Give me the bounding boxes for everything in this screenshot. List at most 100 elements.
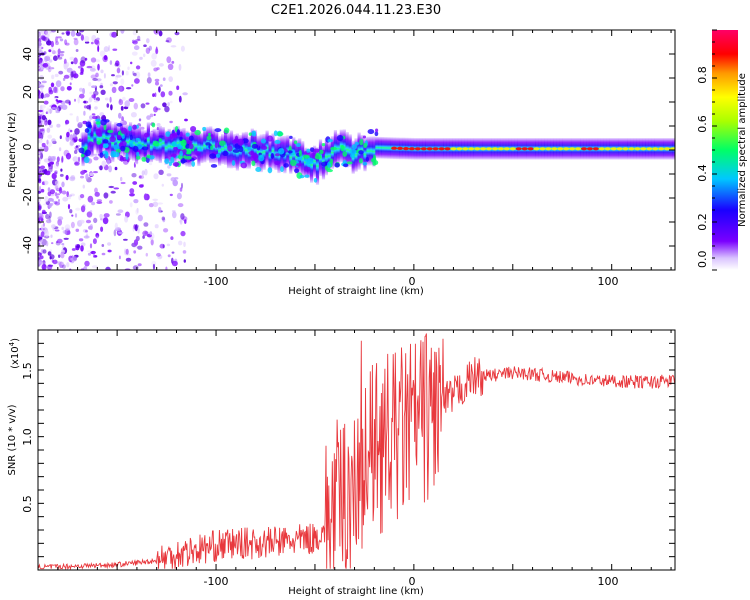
band-blob xyxy=(135,155,141,160)
noise-dot xyxy=(171,251,175,254)
noise-dot xyxy=(132,265,139,270)
noise-dot xyxy=(170,236,174,241)
band-blob xyxy=(176,129,181,136)
noise-dot xyxy=(77,96,80,104)
band-blob xyxy=(346,161,353,165)
band-blob xyxy=(319,149,324,155)
band-blob xyxy=(103,143,109,149)
noise-dot xyxy=(165,40,170,43)
band-blob xyxy=(141,146,149,151)
noise-dot xyxy=(62,77,66,81)
band-core xyxy=(622,147,629,151)
noise-dot xyxy=(135,245,138,249)
noise-dot xyxy=(71,248,76,251)
noise-dot xyxy=(120,176,123,182)
top-y-tick-label: 20 xyxy=(21,85,34,99)
band-segment xyxy=(324,138,328,176)
noise-dot xyxy=(183,241,186,247)
noise-dot xyxy=(38,178,42,182)
noise-dot xyxy=(80,56,86,64)
band-blob xyxy=(100,119,107,126)
noise-dot xyxy=(165,266,168,270)
noise-dot xyxy=(129,188,135,194)
spectrogram-y-tick-labels: 40 20 0 -20 -40 xyxy=(21,47,34,254)
band-segment xyxy=(167,128,171,164)
noise-dot xyxy=(54,180,60,186)
noise-dot xyxy=(143,222,149,227)
noise-dot xyxy=(117,231,124,234)
band-blob xyxy=(375,128,379,133)
band-core xyxy=(456,147,463,151)
noise-dot xyxy=(53,86,58,94)
noise-dot xyxy=(93,100,99,103)
noise-dot xyxy=(39,168,45,172)
noise-dot xyxy=(70,129,73,133)
noise-dot xyxy=(176,192,182,200)
noise-dot xyxy=(155,81,159,86)
noise-dot xyxy=(69,82,72,86)
band-blob xyxy=(120,145,126,152)
noise-dot xyxy=(53,97,58,100)
band-blob xyxy=(293,140,298,145)
band-segment xyxy=(262,133,266,170)
noise-dot xyxy=(56,238,63,244)
noise-dot xyxy=(42,259,46,265)
band-core xyxy=(486,147,492,151)
noise-dot xyxy=(73,57,78,65)
noise-dot xyxy=(62,196,69,202)
band-blob xyxy=(222,150,229,157)
band-blob xyxy=(310,147,315,153)
noise-dot xyxy=(39,128,45,132)
noise-dot xyxy=(136,207,139,213)
band-blob xyxy=(206,135,212,141)
noise-dot xyxy=(133,45,140,51)
band-blob xyxy=(232,149,240,153)
band-core xyxy=(462,147,469,151)
noise-dot xyxy=(56,156,60,163)
noise-dot xyxy=(94,38,99,45)
band-blob xyxy=(277,148,285,155)
band-core xyxy=(664,147,671,151)
noise-dot xyxy=(80,245,84,252)
noise-dot xyxy=(112,48,118,51)
band-blob xyxy=(238,146,244,153)
noise-dot xyxy=(69,113,73,116)
noise-dot xyxy=(74,150,78,154)
noise-dot xyxy=(43,51,47,55)
band-blob xyxy=(152,140,160,147)
noise-dot xyxy=(89,243,93,249)
band-blob xyxy=(288,145,292,152)
band-core xyxy=(438,147,445,151)
band-core xyxy=(480,147,487,151)
noise-dot xyxy=(49,211,52,218)
noise-dot xyxy=(45,240,49,247)
noise-dot xyxy=(48,203,52,209)
noise-dot xyxy=(61,190,67,195)
band-core xyxy=(468,147,475,151)
noise-dot xyxy=(58,254,61,258)
snr-x-tick-labels: -100 0 100 xyxy=(204,575,619,588)
noise-dot xyxy=(112,81,118,85)
band-blob xyxy=(274,160,281,165)
noise-dot xyxy=(78,219,85,224)
band-blob xyxy=(246,146,252,150)
noise-dot xyxy=(94,191,100,197)
band-blob xyxy=(231,159,236,166)
noise-dot xyxy=(164,105,170,113)
noise-dot xyxy=(90,74,97,79)
noise-dot xyxy=(86,211,93,218)
noise-dot xyxy=(85,219,92,224)
noise-dot xyxy=(167,63,174,70)
band-segment xyxy=(137,126,142,161)
band-blob xyxy=(120,127,127,134)
noise-dot xyxy=(70,221,75,229)
noise-dot xyxy=(110,190,116,194)
band-segment xyxy=(224,129,228,165)
noise-dot xyxy=(105,266,111,270)
noise-dot xyxy=(92,153,98,156)
noise-dot xyxy=(151,260,157,267)
band-segment xyxy=(363,137,367,172)
noise-dot xyxy=(48,89,54,95)
noise-dot xyxy=(128,98,135,102)
spectrogram-ticks xyxy=(38,29,675,271)
